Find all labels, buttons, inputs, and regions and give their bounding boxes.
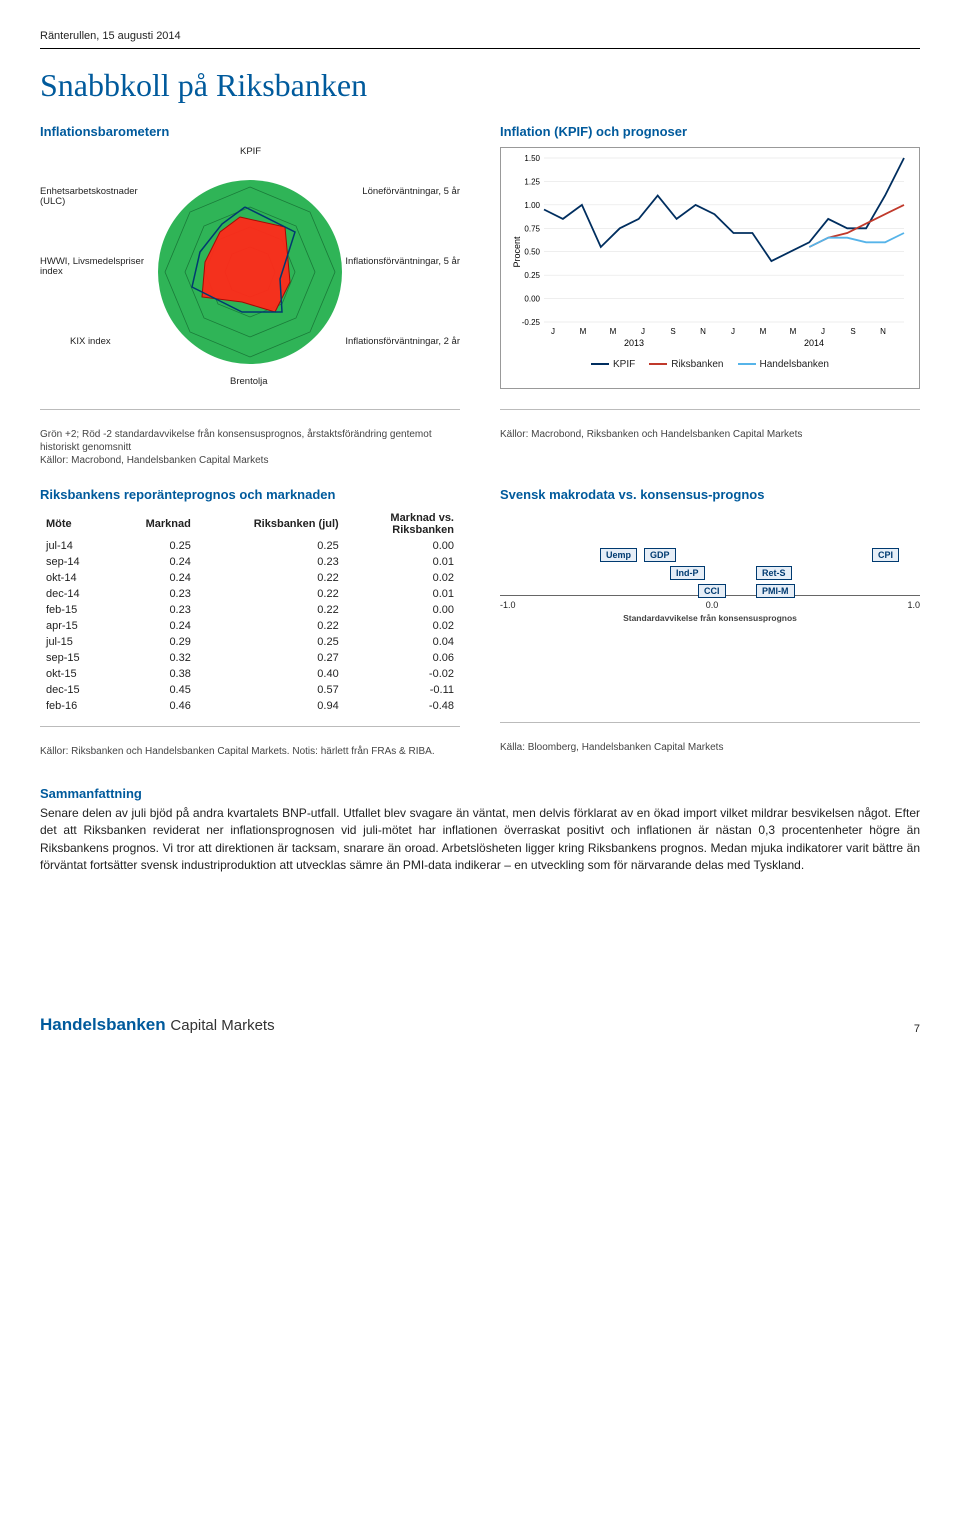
svg-text:1.25: 1.25 <box>524 177 540 186</box>
kpif-legend: KPIF Riksbanken Handelsbanken <box>507 359 913 370</box>
macro-source: Källa: Bloomberg, Handelsbanken Capital … <box>500 741 920 754</box>
page-title: Snabbkoll på Riksbanken <box>40 67 920 104</box>
table-row: sep-150.320.270.06 <box>40 650 460 666</box>
table-row: okt-150.380.40-0.02 <box>40 666 460 682</box>
summary-title: Sammanfattning <box>40 786 920 801</box>
svg-text:N: N <box>880 327 886 336</box>
table-row: jul-140.250.250.00 <box>40 538 460 554</box>
legend-handelsbanken: Handelsbanken <box>738 359 830 370</box>
radar-label-bottom: Brentolja <box>230 377 268 387</box>
rule <box>40 726 460 727</box>
radar-label-tl: Enhetsarbetskostnader (ULC) <box>40 187 160 208</box>
radar-label-r: Inflationsförväntningar, 5 år <box>345 257 460 267</box>
rule <box>500 722 920 723</box>
summary-body: Senare delen av juli bjöd på andra kvart… <box>40 805 920 875</box>
svg-text:M: M <box>580 327 587 336</box>
brand-cm: Capital Markets <box>170 1017 274 1034</box>
brand: Handelsbanken Capital Markets <box>40 1015 275 1035</box>
brand-bold: Handelsbanken <box>40 1015 166 1034</box>
radar-label-top: KPIF <box>240 147 261 157</box>
rule <box>500 409 920 410</box>
svg-text:0.50: 0.50 <box>524 248 540 257</box>
macro-badge: PMI-M <box>756 584 795 598</box>
svg-text:0.00: 0.00 <box>524 295 540 304</box>
table-title: Riksbankens reporänteprognos och marknad… <box>40 487 460 502</box>
table-col: Marknad <box>110 510 197 538</box>
macro-badge: Ret-S <box>756 566 792 580</box>
svg-text:1.00: 1.00 <box>524 201 540 210</box>
right1-source: Källor: Macrobond, Riksbanken och Handel… <box>500 428 920 441</box>
svg-text:J: J <box>641 327 645 336</box>
kpif-chart: -0.25 0.00 0.25 0.50 0.75 1.00 1.25 1.50 Procent… <box>500 147 920 389</box>
macro-badge: CPI <box>872 548 899 562</box>
svg-text:M: M <box>790 327 797 336</box>
table-col: Marknad vs.Riksbanken <box>345 510 460 538</box>
left1-title: Inflationsbarometern <box>40 124 460 139</box>
macro-tick-right: 1.0 <box>907 600 920 610</box>
macro-badge: Ind-P <box>670 566 705 580</box>
svg-text:1.50: 1.50 <box>524 154 540 163</box>
macro-caption: Standardavvikelse från konsensusprognos <box>500 613 920 623</box>
svg-text:-0.25: -0.25 <box>522 318 541 327</box>
macro-tick-left: -1.0 <box>500 600 516 610</box>
table-row: dec-140.230.220.01 <box>40 586 460 602</box>
table-col: Möte <box>40 510 110 538</box>
svg-text:Procent: Procent <box>512 236 522 268</box>
macro-badge: GDP <box>644 548 676 562</box>
svg-text:N: N <box>700 327 706 336</box>
radar-label-l: HWWI, Livsmedelspriser index <box>40 257 160 278</box>
radar-label-tr: Löneförväntningar, 5 år <box>362 187 460 197</box>
table-row: apr-150.240.220.02 <box>40 618 460 634</box>
svg-text:J: J <box>821 327 825 336</box>
svg-text:S: S <box>850 327 855 336</box>
svg-text:M: M <box>610 327 617 336</box>
radar-label-bl: KIX index <box>70 337 111 347</box>
legend-kpif: KPIF <box>591 359 635 370</box>
header-date: Ränterullen, 15 augusti 2014 <box>40 30 920 42</box>
svg-text:2014: 2014 <box>804 338 824 348</box>
table-row: okt-140.240.220.02 <box>40 570 460 586</box>
radar-label-br: Inflationsförväntningar, 2 år <box>345 337 460 347</box>
macro-badge: Uemp <box>600 548 637 562</box>
svg-text:M: M <box>760 327 767 336</box>
table-row: feb-160.460.94-0.48 <box>40 698 460 714</box>
svg-text:0.75: 0.75 <box>524 224 540 233</box>
repo-table: MöteMarknadRiksbanken (jul)Marknad vs.Ri… <box>40 510 460 714</box>
radar-chart: KPIF Enhetsarbetskostnader (ULC) Löneför… <box>40 147 460 397</box>
svg-text:J: J <box>731 327 735 336</box>
macro-chart: -1.0 0.0 1.0 Standardavvikelse från kons… <box>500 510 920 710</box>
legend-riksbanken: Riksbanken <box>649 359 723 370</box>
table-row: feb-150.230.220.00 <box>40 602 460 618</box>
svg-text:0.25: 0.25 <box>524 271 540 280</box>
svg-text:J: J <box>551 327 555 336</box>
macro-title: Svensk makrodata vs. konsensus-prognos <box>500 487 920 502</box>
table-row: dec-150.450.57-0.11 <box>40 682 460 698</box>
svg-text:S: S <box>670 327 675 336</box>
table-col: Riksbanken (jul) <box>197 510 345 538</box>
macro-badge: CCI <box>698 584 726 598</box>
left1-source: Grön +2; Röd -2 standardavvikelse från k… <box>40 428 460 467</box>
macro-tick-mid: 0.0 <box>706 600 719 610</box>
top-rule <box>40 48 920 49</box>
rule <box>40 409 460 410</box>
svg-text:2013: 2013 <box>624 338 644 348</box>
table-row: jul-150.290.250.04 <box>40 634 460 650</box>
right1-title: Inflation (KPIF) och prognoser <box>500 124 920 139</box>
table-row: sep-140.240.230.01 <box>40 554 460 570</box>
table-source: Källor: Riksbanken och Handelsbanken Cap… <box>40 745 460 758</box>
page-number: 7 <box>914 1023 920 1035</box>
